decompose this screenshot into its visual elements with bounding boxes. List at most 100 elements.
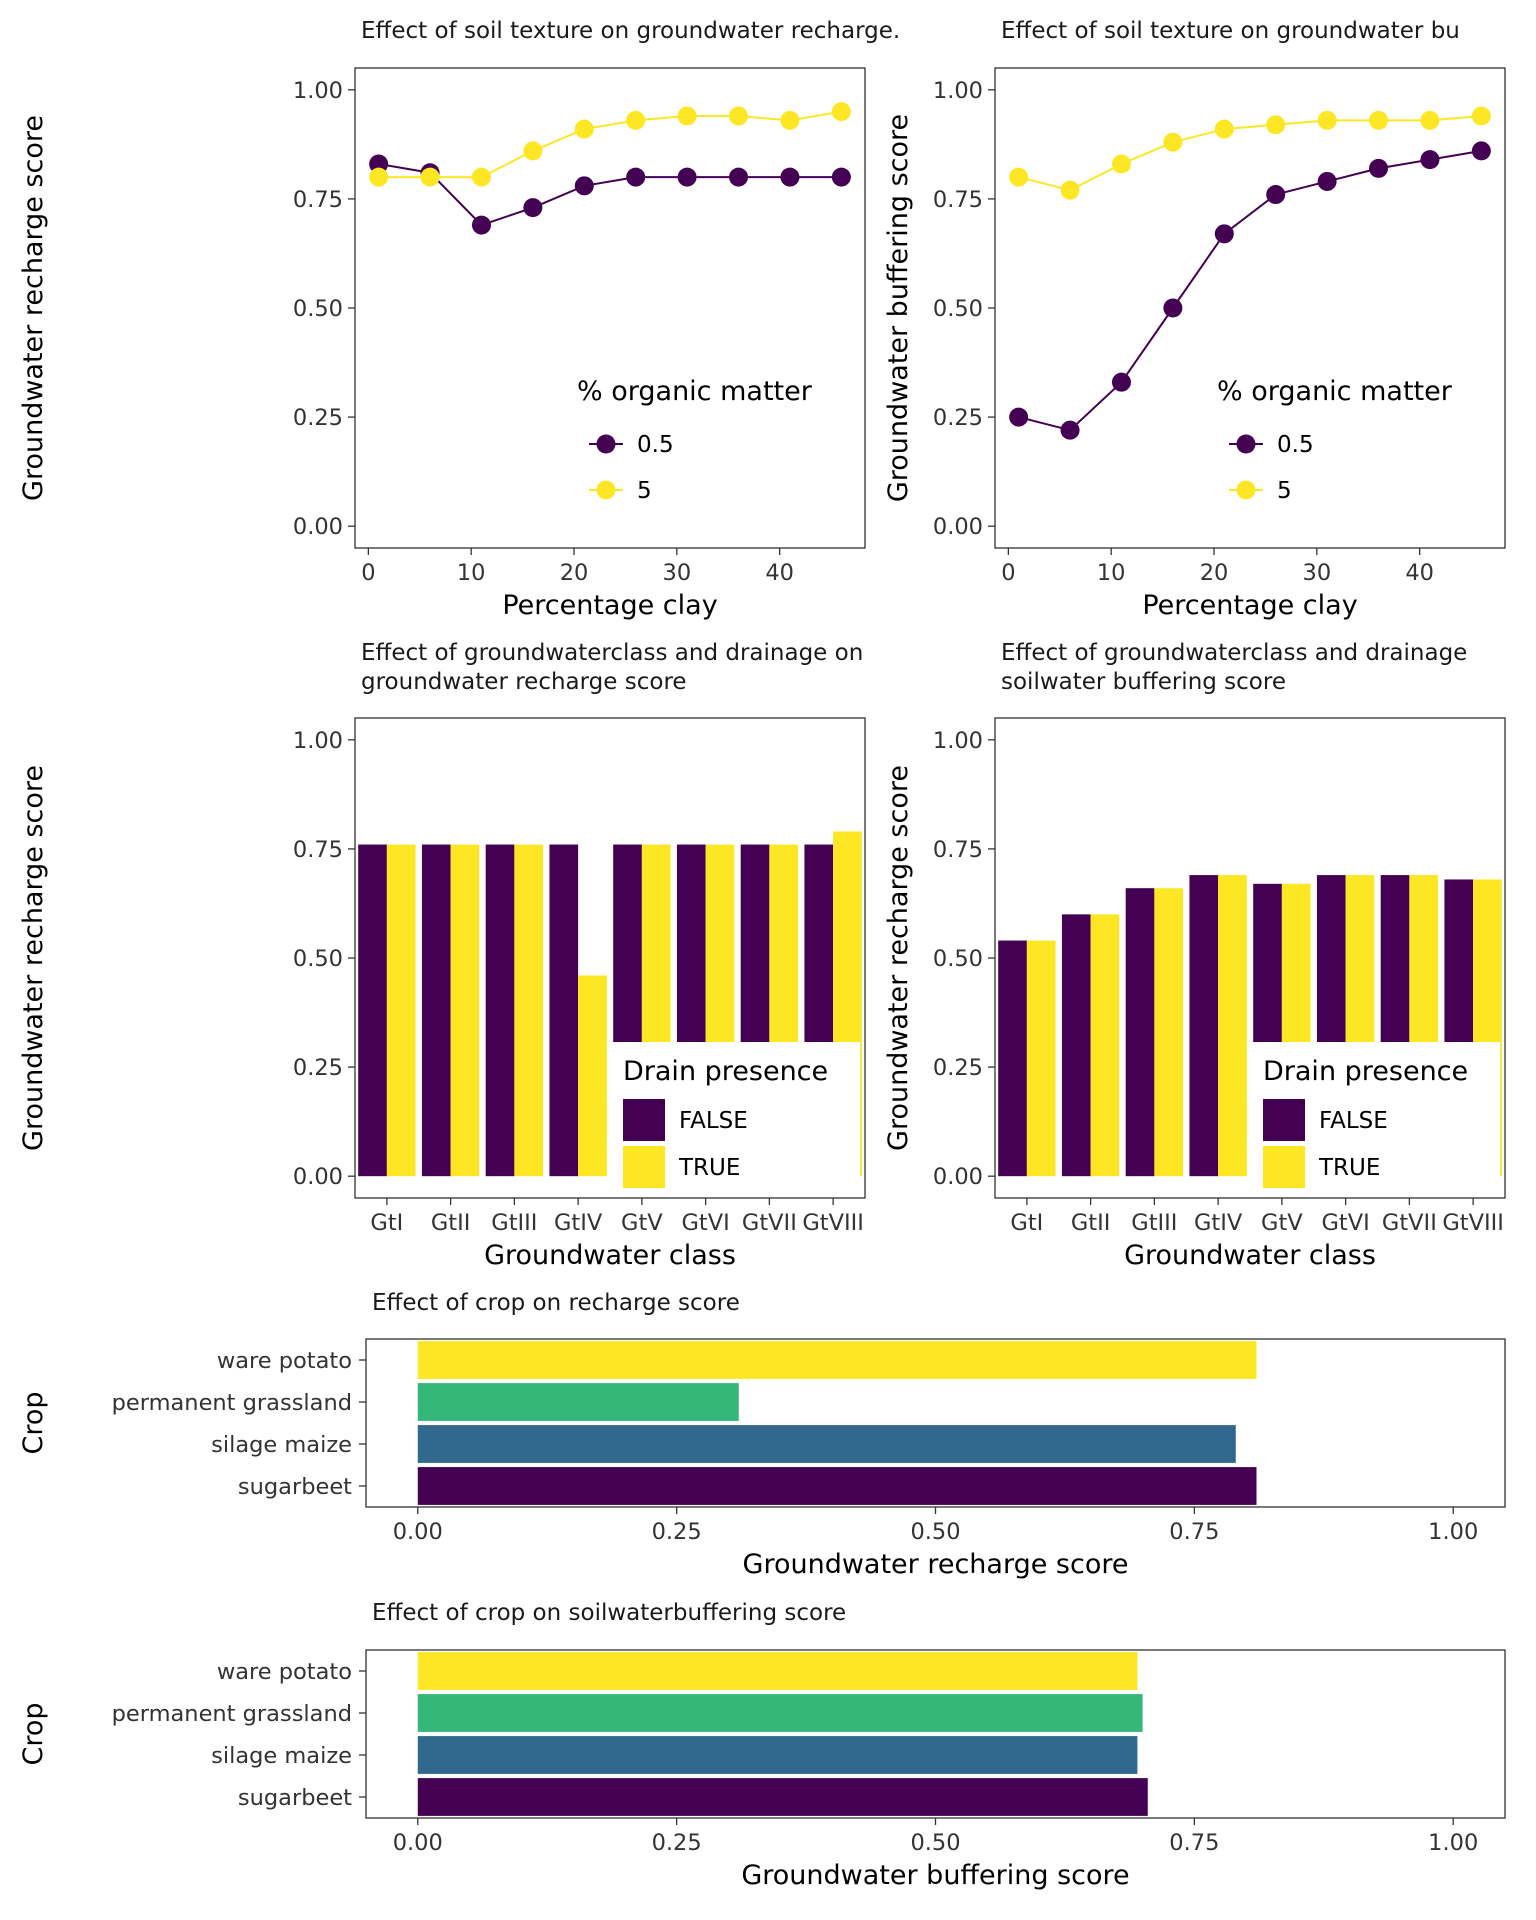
bar-FALSE	[1125, 888, 1155, 1177]
data-point	[780, 110, 800, 130]
chart-title: Effect of groundwaterclass and drainage …	[361, 640, 863, 666]
data-point	[1317, 171, 1337, 191]
y-tick-label: 0.00	[293, 1164, 343, 1190]
series-line-0.5	[1018, 149, 1482, 432]
bar-FALSE	[998, 940, 1027, 1177]
data-point	[1471, 106, 1491, 126]
data-point	[1317, 110, 1337, 130]
legend-key-point	[1236, 434, 1256, 454]
bar-permanent-grassland	[417, 1694, 1143, 1732]
x-tick-label: 20	[560, 560, 589, 586]
legend-key	[623, 1099, 665, 1141]
legend-label: 0.5	[1277, 432, 1314, 458]
x-tick-label: GtVII	[742, 1210, 797, 1236]
bar-FALSE	[1189, 875, 1219, 1177]
series-line-5	[1018, 115, 1482, 192]
data-point	[780, 167, 800, 187]
y-axis-title: Crop	[18, 1702, 49, 1765]
bar-permanent-grassland	[417, 1383, 739, 1421]
legend-key	[1263, 1099, 1305, 1141]
y-tick-label: 0.75	[933, 187, 983, 213]
chart-buffering-texture: Effect of soil texture on groundwater bu…	[883, 18, 1506, 621]
legend-key	[1263, 1146, 1305, 1188]
data-point	[1163, 298, 1183, 318]
x-tick-label: GtIV	[1194, 1210, 1243, 1236]
y-axis-title: Groundwater buffering score	[883, 114, 914, 502]
chart-title: soilwater buffering score	[1001, 669, 1286, 695]
data-point	[1009, 407, 1029, 427]
bar-TRUE	[450, 844, 480, 1177]
y-axis-title: Crop	[18, 1391, 49, 1454]
x-tick-label: 30	[1303, 560, 1332, 586]
bar-TRUE	[1154, 888, 1184, 1177]
y-tick-label: 1.00	[293, 78, 343, 104]
series-line-0.5	[378, 163, 842, 227]
x-tick-label: 30	[663, 560, 692, 586]
series-line-5	[378, 110, 842, 179]
y-tick-label: 1.00	[933, 728, 983, 754]
data-point	[677, 167, 697, 187]
x-tick-label: GtV	[1261, 1210, 1303, 1236]
data-point	[1420, 150, 1440, 170]
bar-TRUE	[1026, 940, 1056, 1177]
bar-sugarbeet	[417, 1778, 1148, 1816]
x-tick-label: 0	[361, 560, 375, 586]
y-axis-title: Groundwater recharge score	[18, 115, 49, 501]
y-tick-label: 0.25	[933, 1055, 983, 1081]
y-tick-label: 0.50	[933, 946, 983, 972]
chart-buffering-crop: Effect of crop on soilwaterbuffering sco…	[18, 1600, 1506, 1891]
chart-title: Effect of crop on soilwaterbuffering sco…	[372, 1600, 846, 1626]
data-point	[626, 110, 646, 130]
y-tick-label: silage maize	[211, 1432, 352, 1458]
legend-key-point	[596, 480, 616, 500]
chart-title: Effect of crop on recharge score	[372, 1290, 740, 1316]
y-tick-label: ware potato	[217, 1348, 352, 1374]
x-tick-label: 0.00	[393, 1519, 443, 1545]
x-tick-label: 40	[765, 560, 794, 586]
x-tick-label: GtIII	[1131, 1210, 1177, 1236]
bar-ware-potato	[417, 1341, 1257, 1379]
y-tick-label: ware potato	[217, 1659, 352, 1685]
data-point	[523, 198, 543, 218]
x-tick-label: 0.50	[910, 1830, 960, 1856]
x-tick-label: 40	[1405, 560, 1434, 586]
x-axis-title: Groundwater recharge score	[743, 1549, 1129, 1580]
bar-FALSE	[485, 844, 515, 1177]
x-axis-title: Groundwater class	[484, 1240, 736, 1271]
x-tick-label: GtV	[621, 1210, 663, 1236]
x-tick-label: GtI	[1010, 1210, 1043, 1236]
data-point	[1369, 110, 1389, 130]
data-point	[471, 167, 491, 187]
x-tick-label: GtII	[431, 1210, 471, 1236]
legend-label: FALSE	[679, 1108, 748, 1134]
x-tick-label: 20	[1200, 560, 1229, 586]
data-point	[1420, 110, 1440, 130]
legend-title: Drain presence	[1263, 1056, 1468, 1087]
x-tick-label: 10	[457, 560, 486, 586]
bar-TRUE	[578, 975, 607, 1177]
y-axis-title: Groundwater recharge score	[18, 765, 49, 1151]
data-point	[831, 102, 851, 122]
bar-FALSE	[549, 844, 579, 1177]
x-tick-label: GtVIII	[1442, 1210, 1504, 1236]
y-tick-label: permanent grassland	[112, 1390, 352, 1416]
y-tick-label: 0.25	[293, 405, 343, 431]
y-tick-label: sugarbeet	[238, 1474, 352, 1500]
data-point	[677, 106, 697, 126]
data-point	[1111, 154, 1131, 174]
x-tick-label: GtVII	[1382, 1210, 1437, 1236]
y-tick-label: 0.00	[293, 514, 343, 540]
legend-title: % organic matter	[1217, 376, 1453, 407]
data-point	[1214, 119, 1234, 139]
x-tick-label: 0.50	[910, 1519, 960, 1545]
data-point	[831, 167, 851, 187]
legend-label: TRUE	[1318, 1155, 1380, 1181]
data-point	[1266, 115, 1286, 135]
chart-recharge-texture: Effect of soil texture on groundwater re…	[18, 18, 900, 621]
y-tick-label: 1.00	[933, 78, 983, 104]
y-tick-label: 0.25	[293, 1055, 343, 1081]
data-point	[626, 167, 646, 187]
data-point	[1060, 180, 1080, 200]
chart-title: Effect of soil texture on groundwater re…	[361, 18, 900, 44]
